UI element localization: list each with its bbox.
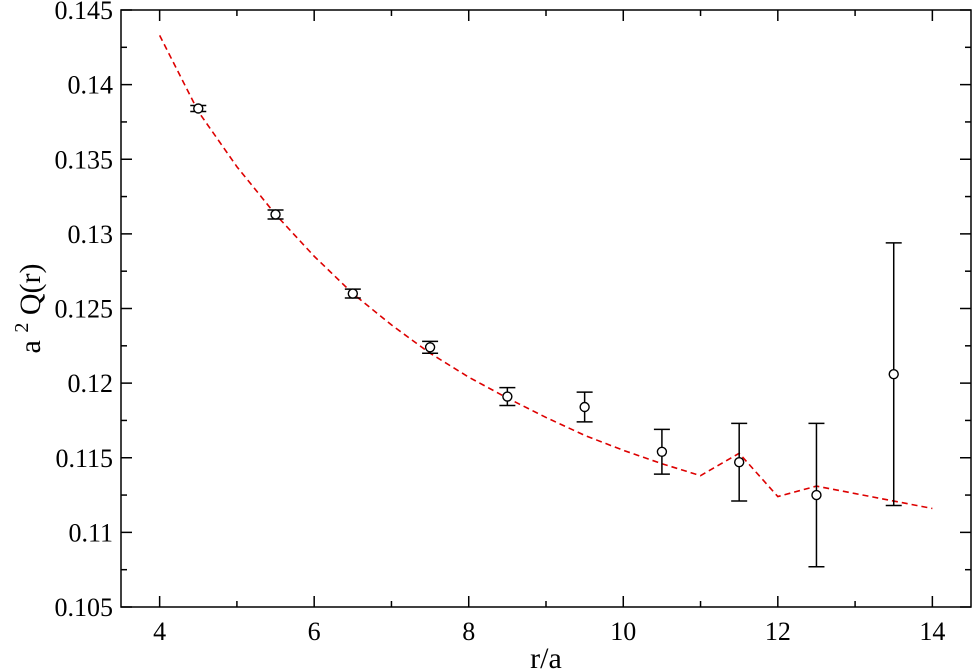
fit-curve [158, 35, 933, 510]
y-tick-label: 0.12 [68, 369, 114, 398]
y-tick-label: 0.135 [55, 145, 114, 174]
y-tick-label: 0.115 [55, 444, 113, 473]
y-tick-label: 0.13 [68, 220, 114, 249]
x-tick-label: 4 [153, 617, 166, 646]
x-tick-label: 12 [765, 617, 791, 646]
x-tick-label: 6 [308, 617, 321, 646]
x-tick-label: 14 [919, 617, 945, 646]
data-point [270, 209, 281, 220]
y-axis-label-base: a [14, 340, 47, 353]
axis-ticks: 4 6 8 10 12 14 0.105 0.11 0.115 0.12 0.125 0.13 0.13… [55, 0, 971, 646]
x-tick-label: 8 [462, 617, 475, 646]
data-point [656, 446, 668, 457]
y-tick-label: 0.11 [68, 518, 113, 547]
y-axis-label-superscript: 2 [11, 323, 33, 333]
y-tick-label: 0.145 [55, 0, 114, 25]
data-point [888, 368, 899, 380]
x-tick-label: 10 [610, 617, 636, 646]
data-point [811, 489, 822, 501]
y-axis-label: a 2 Q(r) [2, 264, 47, 354]
y-tick-label: 0.125 [55, 295, 114, 324]
y-axis-label-rest: Q(r) [14, 264, 47, 316]
data-point [424, 342, 436, 353]
data-point [579, 401, 590, 413]
data-point [347, 288, 359, 299]
data-point [733, 457, 745, 468]
y-tick-label: 0.105 [55, 593, 114, 622]
data-point [502, 391, 513, 402]
data-point [193, 103, 204, 114]
y-tick-label: 0.14 [68, 71, 114, 100]
x-axis-label: r/a [530, 642, 562, 672]
plot-marks [158, 35, 933, 568]
